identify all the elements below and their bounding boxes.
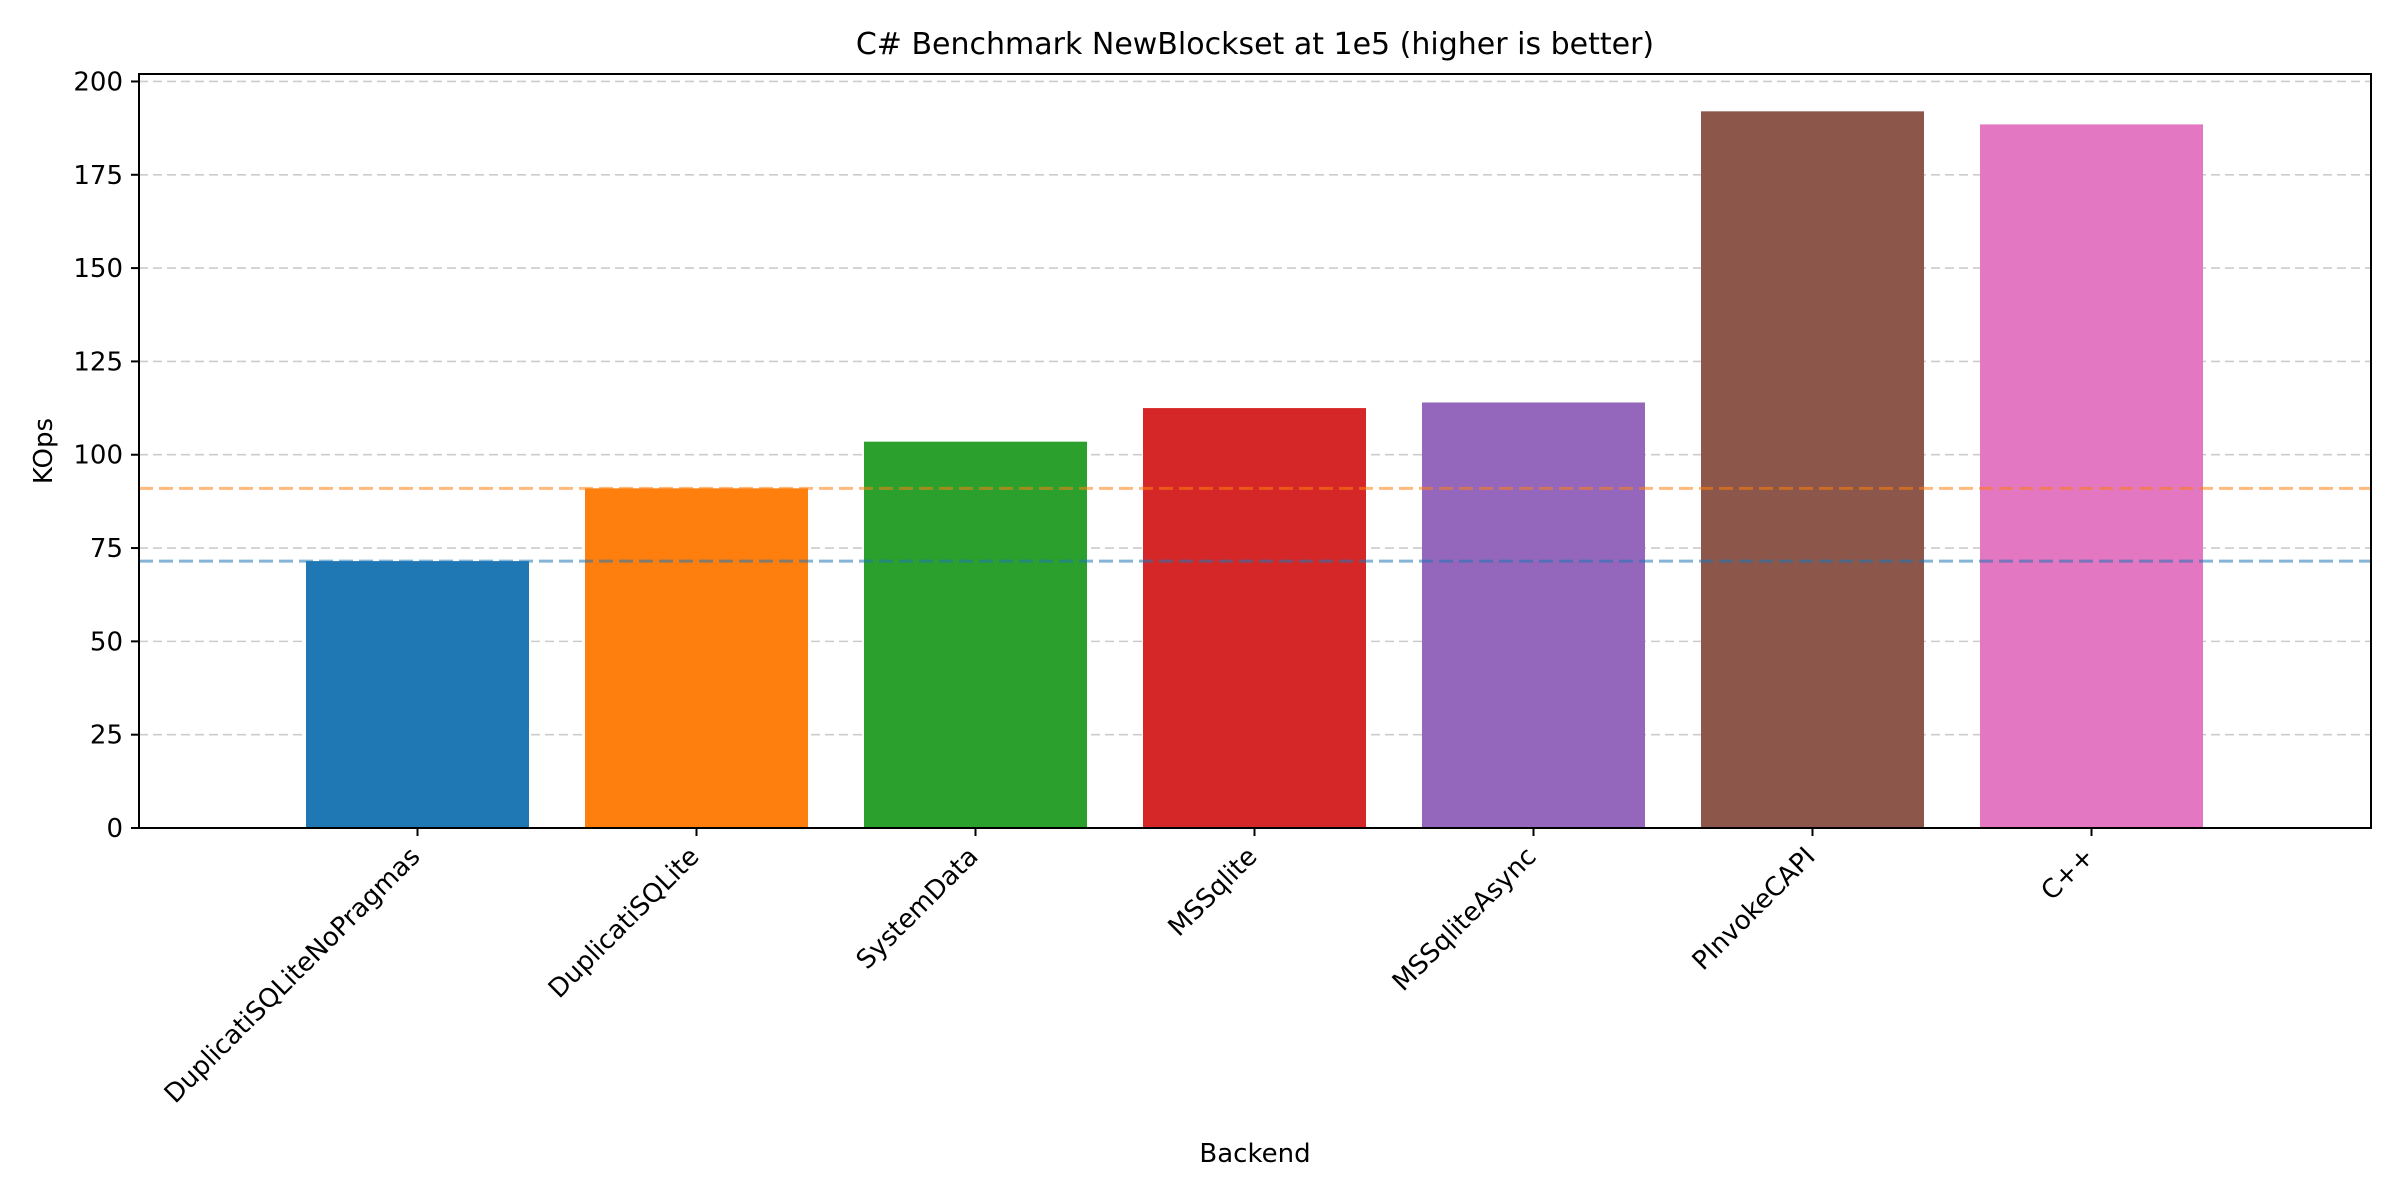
bar-duplicatisqlitenopragmas bbox=[306, 561, 529, 828]
bar-pinvokecapi bbox=[1701, 111, 1924, 829]
y-tick-label: 125 bbox=[73, 347, 123, 377]
bar-mssqliteasync bbox=[1422, 402, 1645, 828]
y-tick-label: 100 bbox=[73, 441, 123, 471]
y-tick-label: 50 bbox=[90, 627, 123, 657]
y-axis: 0 25 50 75 100 125 150 175 200 bbox=[73, 67, 139, 844]
y-axis-label: KOps bbox=[29, 418, 59, 484]
y-tick-label: 200 bbox=[73, 67, 123, 97]
y-tick-label: 0 bbox=[106, 814, 123, 844]
reference-line-layer bbox=[139, 486, 2371, 563]
bar-layer bbox=[306, 111, 2203, 829]
bar-mssqlite bbox=[1143, 408, 1366, 828]
y-tick-label: 175 bbox=[73, 161, 123, 191]
y-tick-label: 25 bbox=[90, 721, 123, 751]
bar-c- bbox=[1980, 124, 2203, 828]
y-tick-label: 75 bbox=[90, 534, 123, 564]
y-tick-label: 150 bbox=[73, 254, 123, 284]
x-axis-label: Backend bbox=[1199, 1139, 1310, 1169]
chart-title: C# Benchmark NewBlockset at 1e5 (higher … bbox=[856, 27, 1654, 62]
bar-systemdata bbox=[864, 441, 1087, 828]
bar-duplicatisqlite bbox=[585, 488, 808, 828]
